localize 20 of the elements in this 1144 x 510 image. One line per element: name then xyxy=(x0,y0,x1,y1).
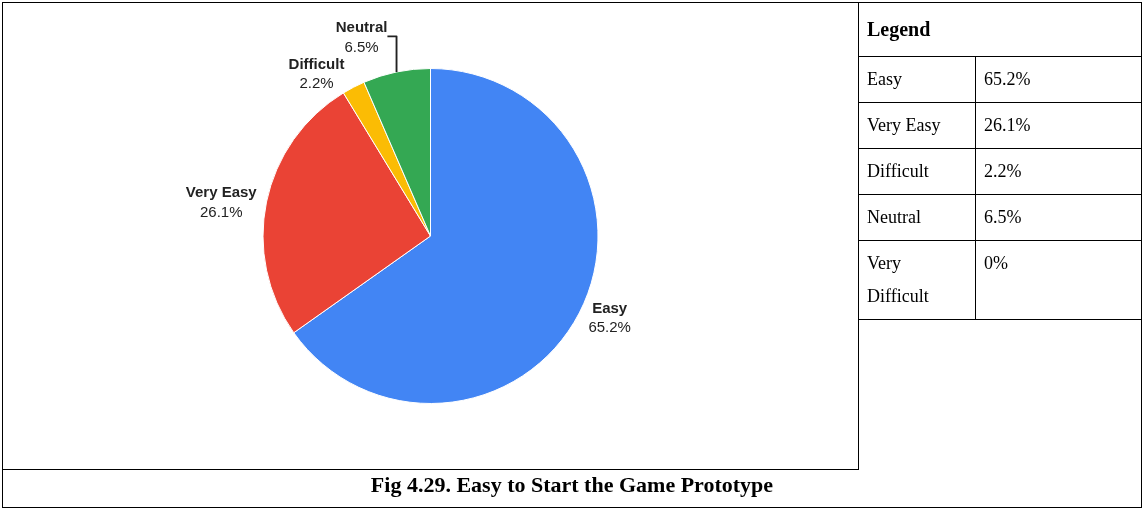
data-label: 26.1% xyxy=(199,202,243,220)
category-label: Very Easy xyxy=(867,115,941,135)
data-label: 6.5% xyxy=(344,37,379,55)
slice-label: Difficult xyxy=(288,54,345,72)
slice-label: Easy xyxy=(592,298,628,316)
text: 26.1% xyxy=(984,115,1031,135)
category-label: Difficult xyxy=(867,161,929,181)
category-label: Neutral xyxy=(867,207,921,227)
slice-label: Very Easy xyxy=(185,183,258,201)
legend-title: Legend xyxy=(859,3,1141,57)
data-label: 2.2% xyxy=(299,74,334,92)
text: 2.2% xyxy=(984,161,1022,181)
slice-label: Neutral xyxy=(335,18,388,36)
category-label: Easy xyxy=(867,69,902,89)
text: 65.2% xyxy=(984,69,1031,89)
data-label: 65.2% xyxy=(588,318,631,336)
category-label: Very Difficult xyxy=(867,253,929,306)
text: 6.5% xyxy=(984,207,1022,227)
text: 0% xyxy=(984,253,1008,273)
text: Fig 4.29. Easy to Start the Game Prototype xyxy=(369,471,775,499)
